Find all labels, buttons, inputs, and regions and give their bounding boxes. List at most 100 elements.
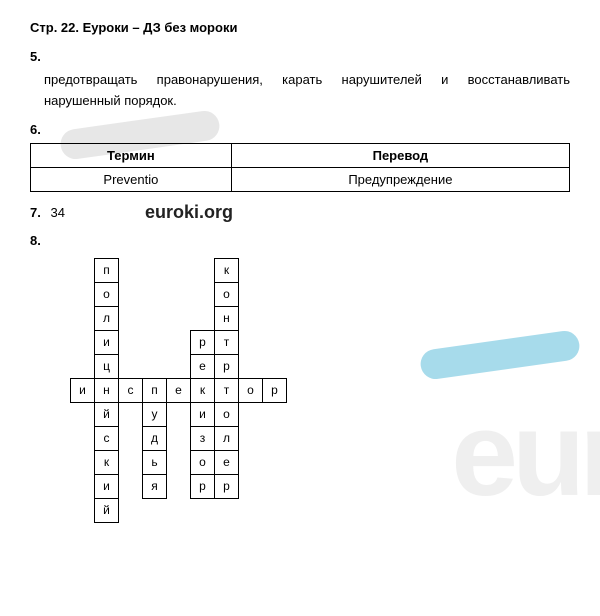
crossword-cell: л [95, 306, 119, 330]
crossword-cell [119, 306, 143, 330]
crossword-cell [71, 258, 95, 282]
crossword-cell: у [143, 402, 167, 426]
crossword-cell [239, 330, 263, 354]
crossword-cell [167, 474, 191, 498]
crossword-cell [263, 498, 287, 522]
crossword-cell [239, 306, 263, 330]
crossword: пкоолниртцеринспекторйуиосдзлкьоеияррй [70, 258, 570, 523]
crossword-cell: о [215, 402, 239, 426]
crossword-cell: й [95, 402, 119, 426]
crossword-cell [167, 426, 191, 450]
page-title: Стр. 22. Еуроки – ДЗ без мороки [30, 20, 570, 35]
crossword-cell: с [95, 426, 119, 450]
crossword-cell [167, 282, 191, 306]
crossword-cell: т [215, 330, 239, 354]
crossword-cell [263, 258, 287, 282]
crossword-cell [119, 402, 143, 426]
crossword-cell [167, 450, 191, 474]
term-cell-1: Предупреждение [231, 167, 569, 191]
crossword-cell [167, 258, 191, 282]
crossword-cell [287, 450, 311, 474]
crossword-cell [119, 258, 143, 282]
crossword-cell: к [215, 258, 239, 282]
crossword-cell: р [215, 354, 239, 378]
crossword-cell [263, 282, 287, 306]
crossword-cell: р [191, 330, 215, 354]
crossword-cell: з [191, 426, 215, 450]
crossword-cell: й [95, 498, 119, 522]
crossword-cell [287, 426, 311, 450]
q6-num: 6. [30, 122, 570, 137]
crossword-cell: п [95, 258, 119, 282]
crossword-cell [143, 258, 167, 282]
crossword-cell: о [191, 450, 215, 474]
crossword-cell: к [191, 378, 215, 402]
crossword-cell [119, 330, 143, 354]
crossword-cell [239, 498, 263, 522]
q8-num: 8. [30, 233, 570, 248]
crossword-cell [167, 354, 191, 378]
crossword-cell [71, 402, 95, 426]
crossword-cell [287, 354, 311, 378]
term-cell-0: Preventio [31, 167, 232, 191]
crossword-cell: н [95, 378, 119, 402]
crossword-cell [263, 426, 287, 450]
crossword-cell [119, 426, 143, 450]
crossword-cell [143, 330, 167, 354]
crossword-cell [119, 282, 143, 306]
crossword-cell [119, 498, 143, 522]
crossword-cell: и [71, 378, 95, 402]
crossword-cell [143, 354, 167, 378]
crossword-cell [167, 402, 191, 426]
crossword-cell [119, 450, 143, 474]
term-header-1: Перевод [231, 143, 569, 167]
crossword-cell: к [95, 450, 119, 474]
crossword-cell [287, 474, 311, 498]
crossword-cell: п [143, 378, 167, 402]
crossword-cell: и [95, 474, 119, 498]
crossword-cell [143, 282, 167, 306]
crossword-cell: р [191, 474, 215, 498]
crossword-cell: е [167, 378, 191, 402]
crossword-cell [143, 498, 167, 522]
crossword-cell [191, 306, 215, 330]
crossword-cell [71, 450, 95, 474]
crossword-cell: о [239, 378, 263, 402]
crossword-cell [287, 306, 311, 330]
crossword-cell [287, 378, 311, 402]
crossword-cell [71, 426, 95, 450]
crossword-cell [239, 426, 263, 450]
term-header-0: Термин [31, 143, 232, 167]
crossword-cell [239, 282, 263, 306]
crossword-cell [263, 306, 287, 330]
crossword-cell [167, 498, 191, 522]
crossword-cell: ь [143, 450, 167, 474]
crossword-cell [71, 282, 95, 306]
crossword-cell [167, 330, 191, 354]
crossword-cell [71, 330, 95, 354]
crossword-cell [191, 498, 215, 522]
crossword-cell [263, 402, 287, 426]
watermark-text: euroki.org [145, 202, 233, 223]
crossword-cell [71, 498, 95, 522]
crossword-cell: т [215, 378, 239, 402]
crossword-cell: е [191, 354, 215, 378]
crossword-cell: д [143, 426, 167, 450]
crossword-cell [191, 258, 215, 282]
crossword-cell [287, 498, 311, 522]
crossword-cell: е [215, 450, 239, 474]
crossword-cell [239, 474, 263, 498]
crossword-cell [119, 354, 143, 378]
crossword-cell [239, 354, 263, 378]
crossword-cell [167, 306, 191, 330]
crossword-cell [287, 282, 311, 306]
crossword-cell [239, 258, 263, 282]
crossword-cell [239, 450, 263, 474]
crossword-cell: и [95, 330, 119, 354]
crossword-cell [287, 258, 311, 282]
crossword-cell [263, 474, 287, 498]
crossword-cell: и [191, 402, 215, 426]
crossword-cell: р [215, 474, 239, 498]
crossword-cell: л [215, 426, 239, 450]
q5-num: 5. [30, 49, 570, 64]
